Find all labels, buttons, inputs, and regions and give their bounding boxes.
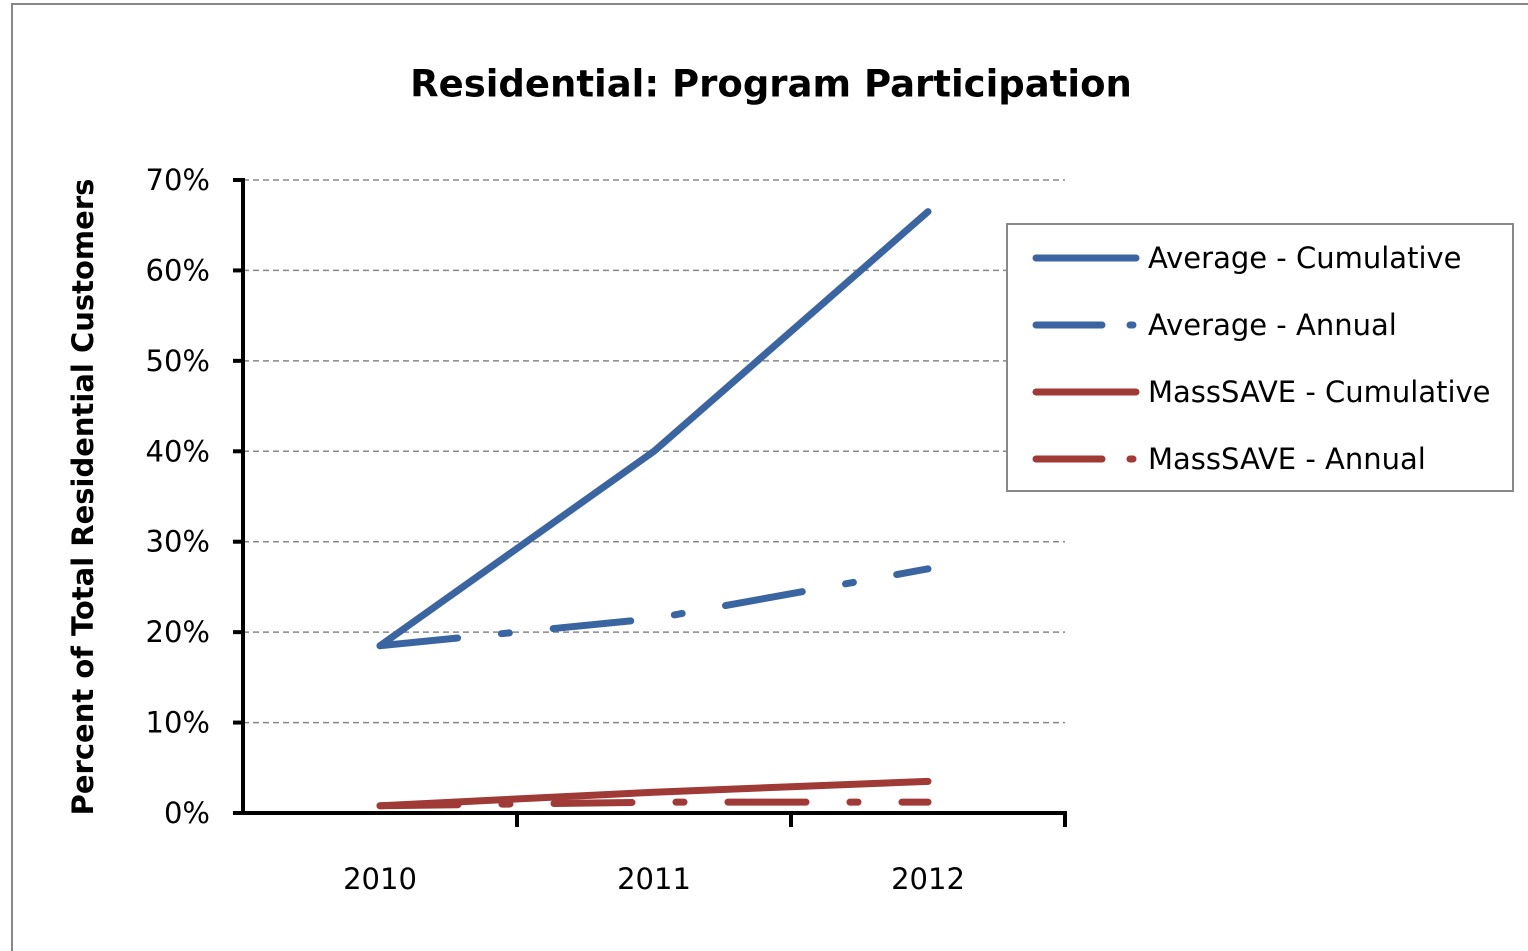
- x-tick-label: 2011: [617, 862, 691, 896]
- y-tick-label: 70%: [146, 163, 210, 197]
- series-line: [376, 208, 932, 650]
- y-tick-label: 30%: [146, 525, 210, 559]
- legend-label: MassSAVE - Annual: [1148, 442, 1426, 476]
- series-line: [376, 777, 932, 810]
- y-tick-label: 60%: [146, 253, 210, 287]
- y-tick-label: 0%: [164, 796, 210, 830]
- legend-label: Average - Cumulative: [1148, 241, 1462, 275]
- y-tick-label: 20%: [146, 615, 210, 649]
- y-tick-label: 50%: [146, 344, 210, 378]
- y-tick-label: 10%: [146, 706, 210, 740]
- legend-label: Average - Annual: [1148, 308, 1397, 342]
- x-tick-label: 2010: [343, 862, 417, 896]
- chart-title: Residential: Program Participation: [410, 63, 1132, 106]
- y-tick-label: 40%: [146, 434, 210, 468]
- y-axis-title: Percent of Total Residential Customers: [66, 179, 100, 816]
- legend-label: MassSAVE - Cumulative: [1148, 375, 1491, 409]
- legend-box: [1006, 223, 1514, 492]
- x-tick-label: 2012: [891, 862, 965, 896]
